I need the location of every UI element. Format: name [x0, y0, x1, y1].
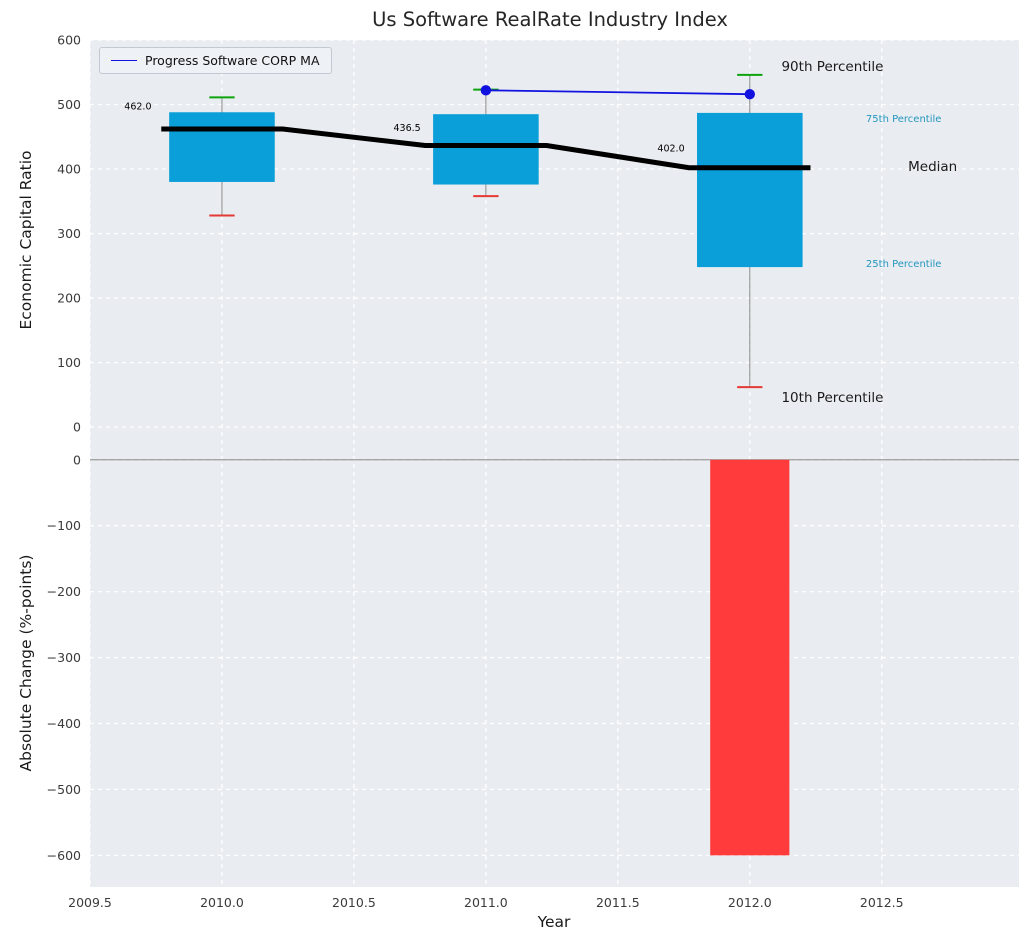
- box-2011: [433, 114, 539, 185]
- box-2010: [169, 112, 275, 182]
- y-tick-label-bottom: 0: [73, 452, 81, 467]
- y-tick-label-top: 600: [57, 33, 81, 48]
- y-tick-label-top: 500: [57, 97, 81, 112]
- annotation-10th-percentile: 10th Percentile: [781, 390, 883, 406]
- x-axis-label: Year: [537, 913, 571, 931]
- legend: Progress Software CORP MA: [99, 47, 332, 74]
- legend-line-sample: [111, 60, 137, 61]
- annotation-75th-percentile: 75th Percentile: [866, 114, 942, 125]
- x-tick-label: 2009.5: [68, 895, 112, 910]
- x-tick-label: 2012.5: [860, 895, 904, 910]
- y-tick-label-top: 400: [57, 162, 81, 177]
- x-tick-label: 2010.0: [200, 895, 244, 910]
- median-value-label-2010: 462.0: [124, 102, 151, 113]
- y-tick-label-bottom: −100: [47, 518, 81, 533]
- y-tick-label-bottom: −400: [47, 716, 81, 731]
- x-tick-label: 2011.0: [464, 895, 508, 910]
- company-marker: [744, 88, 756, 100]
- company-line: [485, 89, 750, 96]
- change-bar-2012: [710, 459, 790, 856]
- y-tick-label-bottom: −200: [47, 584, 81, 599]
- y-axis-label-top: Economic Capital Ratio: [17, 150, 35, 330]
- y-tick-label-top: 200: [57, 291, 81, 306]
- y-tick-label-bottom: −600: [47, 848, 81, 863]
- y-tick-label-top: 0: [73, 420, 81, 435]
- legend-label: Progress Software CORP MA: [145, 53, 320, 68]
- annotation-90th-percentile: 90th Percentile: [781, 59, 883, 75]
- chart-title: Us Software RealRate Industry Index: [372, 8, 728, 31]
- y-tick-label-top: 100: [57, 355, 81, 370]
- y-axis-label-bottom: Absolute Change (%-points): [17, 554, 35, 772]
- x-tick-label: 2011.5: [596, 895, 640, 910]
- annotation-median: Median: [908, 159, 957, 175]
- median-line: [161, 126, 811, 171]
- x-tick-label: 2010.5: [332, 895, 376, 910]
- company-marker: [480, 85, 492, 96]
- y-tick-label-bottom: −500: [47, 782, 81, 797]
- y-tick-label-top: 300: [57, 226, 81, 241]
- y-tick-label-bottom: −300: [47, 650, 81, 665]
- annotation-25th-percentile: 25th Percentile: [866, 259, 942, 270]
- median-value-label-2012: 402.0: [657, 144, 684, 155]
- box-2012: [697, 112, 803, 268]
- median-value-label-2011: 436.5: [394, 123, 421, 134]
- x-tick-label: 2012.0: [728, 895, 772, 910]
